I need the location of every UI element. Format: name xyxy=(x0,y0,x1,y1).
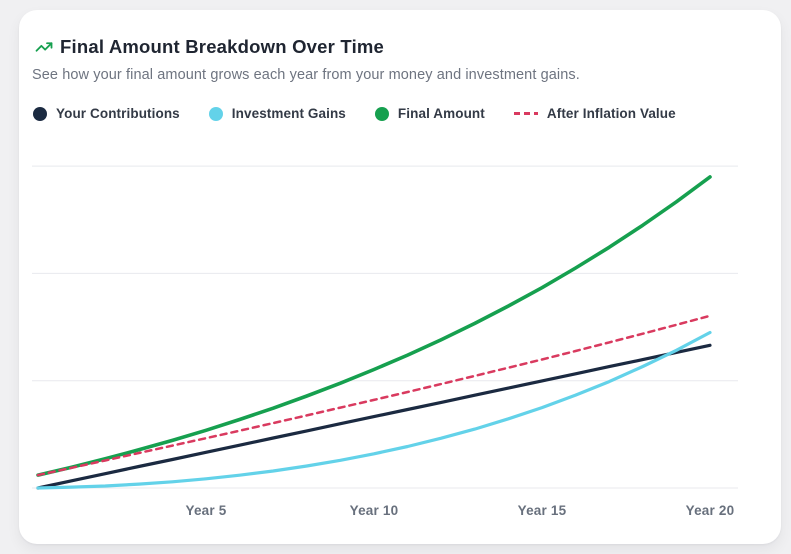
chart-line-your-contributions xyxy=(36,343,712,490)
legend-label: Investment Gains xyxy=(231,106,346,121)
legend-label: Final Amount xyxy=(397,106,485,121)
legend-label: After Inflation Value xyxy=(546,106,676,121)
legend-label: Your Contributions xyxy=(56,106,180,121)
chart-legend: Your Contributions Investment Gains Fina… xyxy=(33,106,765,121)
chart-line-investment-gains xyxy=(36,330,712,490)
x-axis-tick-label: Year 5 xyxy=(186,503,227,518)
final-amount-dot-icon xyxy=(374,106,389,121)
gains-dot-icon xyxy=(208,106,223,121)
chart-subtitle: See how your final amount grows each yea… xyxy=(32,67,580,83)
trending-up-icon xyxy=(35,42,53,52)
contributions-dot-icon xyxy=(33,106,47,121)
page-title: Final Amount Breakdown Over Time xyxy=(60,36,385,57)
legend-item-investment-gains: Investment Gains xyxy=(208,106,346,121)
legend-item-after-inflation: After Inflation Value xyxy=(513,106,676,121)
card-header: Final Amount Breakdown Over Time xyxy=(35,36,765,58)
chart-line-final-amount xyxy=(36,175,712,477)
chart-card: Final Amount Breakdown Over Time See how… xyxy=(19,10,781,544)
chart-line-after-inflation-value xyxy=(36,314,712,477)
chart-canvas[interactable]: Year 5 Year 10 Year 15 Year 20 xyxy=(19,135,781,540)
x-axis-tick-label: Year 15 xyxy=(518,503,567,518)
x-axis-tick-label: Year 20 xyxy=(686,503,735,518)
x-axis-tick-label: Year 10 xyxy=(350,503,399,518)
legend-item-final-amount: Final Amount xyxy=(374,106,485,121)
dashed-line-icon xyxy=(513,112,538,115)
legend-item-your-contributions: Your Contributions xyxy=(33,106,180,121)
line-chart[interactable]: Year 5 Year 10 Year 15 Year 20 xyxy=(19,135,781,540)
